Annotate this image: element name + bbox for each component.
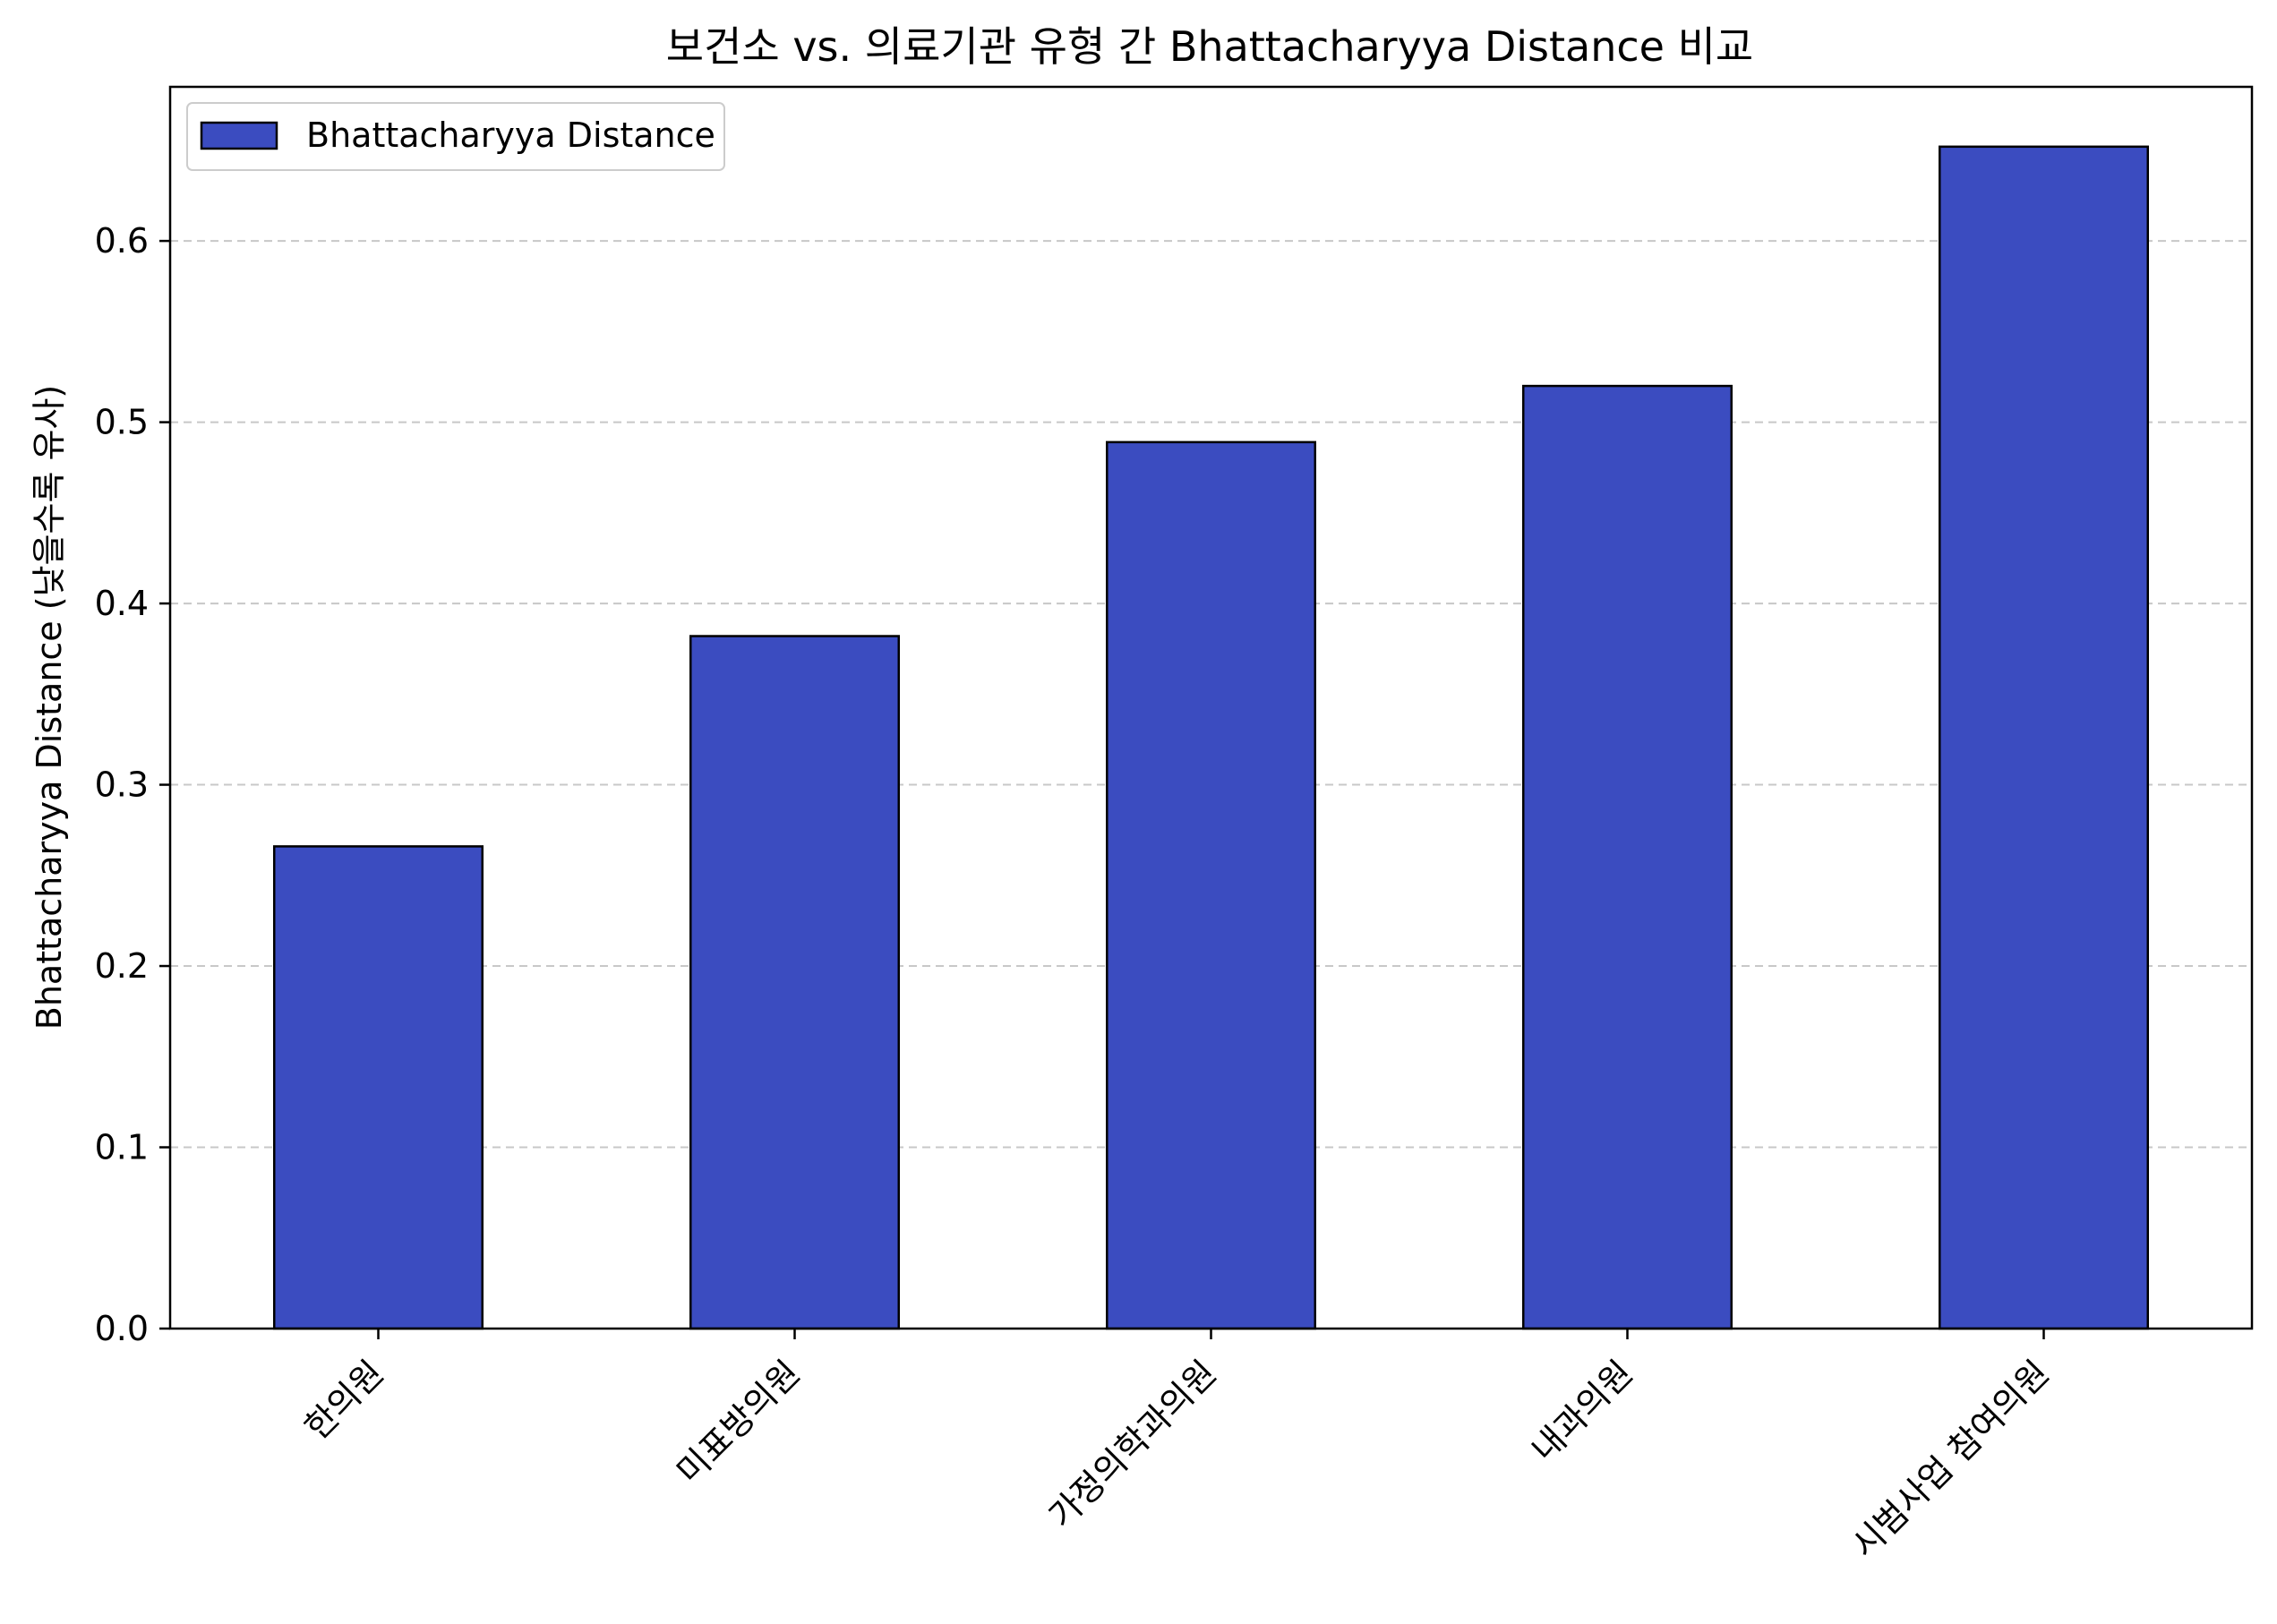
- legend-swatch: [200, 121, 278, 150]
- y-tick-label: 0.1: [95, 1128, 149, 1167]
- bar: [1106, 440, 1316, 1330]
- y-tick-label: 0.5: [95, 403, 149, 442]
- bar: [1522, 384, 1733, 1330]
- legend-label: Bhattacharyya Distance: [306, 115, 715, 155]
- legend-frame: [186, 102, 725, 171]
- chart-title: 보건소 vs. 의료기관 유형 간 Bhattacharyya Distance…: [666, 22, 1753, 71]
- y-tick-label: 0.0: [95, 1309, 149, 1348]
- y-tick-label: 0.4: [95, 584, 149, 623]
- y-axis-ticks: 0.0 0.1 0.2 0.3 0.4 0.5 0.6: [95, 221, 170, 1348]
- bar: [273, 845, 484, 1330]
- y-tick-label: 0.2: [95, 946, 149, 986]
- y-tick-label: 0.6: [95, 221, 149, 261]
- bar: [689, 635, 900, 1330]
- y-axis-label: Bhattacharyya Distance (낮을수록 유사): [30, 385, 69, 1030]
- bars: [273, 145, 2149, 1330]
- bar: [1939, 145, 2149, 1330]
- y-tick-label: 0.3: [95, 765, 149, 805]
- legend: Bhattacharyya Distance: [186, 102, 725, 171]
